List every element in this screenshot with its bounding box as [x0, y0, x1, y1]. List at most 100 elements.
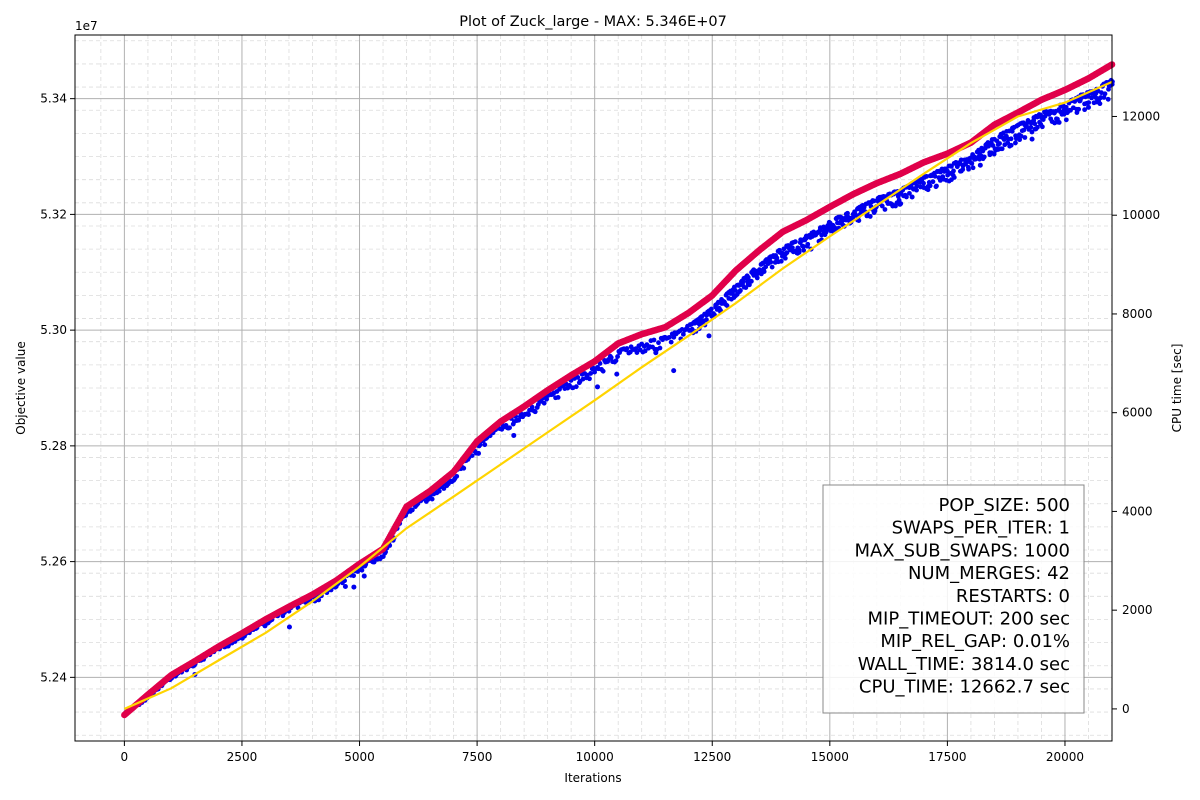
population-point: [898, 201, 904, 207]
y2-tick-label: 2000: [1122, 603, 1153, 617]
y2-tick-label: 0: [1122, 702, 1130, 716]
population-outlier: [262, 623, 268, 629]
population-point: [615, 354, 620, 359]
y2-tick-label: 12000: [1122, 109, 1160, 123]
population-point: [927, 183, 933, 189]
population-point: [760, 261, 765, 266]
legend-entry: RESTARTS: 0: [956, 586, 1070, 607]
population-outlier: [706, 333, 712, 339]
legend-entry: NUM_MERGES: 42: [908, 563, 1070, 584]
x-axis-label: Iterations: [564, 771, 621, 785]
population-outlier: [614, 371, 620, 377]
y-tick-label: 5.30: [40, 323, 67, 337]
population-point: [789, 245, 795, 251]
population-point: [1097, 101, 1103, 107]
population-point: [732, 288, 738, 293]
population-point: [914, 183, 920, 189]
population-point: [1076, 106, 1082, 112]
population-point: [1101, 95, 1107, 100]
population-point: [1056, 120, 1062, 125]
population-point: [608, 355, 614, 360]
population-point: [737, 289, 742, 294]
population-point: [784, 250, 790, 256]
population-point: [904, 194, 909, 200]
population-point: [708, 306, 714, 312]
population-point: [1008, 136, 1014, 142]
population-point: [454, 473, 460, 479]
population-point: [588, 371, 594, 376]
y2-tick-label: 8000: [1122, 307, 1153, 321]
population-point: [804, 243, 810, 249]
population-point: [651, 337, 657, 343]
population-outlier: [909, 194, 915, 200]
population-point: [769, 264, 775, 270]
population-point: [921, 180, 926, 186]
population-point: [1013, 140, 1018, 146]
population-outlier: [476, 450, 482, 456]
population-point: [529, 404, 535, 410]
population-point: [544, 396, 550, 402]
population-point: [757, 267, 762, 273]
population-point: [801, 244, 806, 249]
population-point: [1102, 91, 1108, 97]
population-point: [782, 255, 788, 261]
population-outlier: [511, 432, 517, 438]
population-point: [951, 168, 956, 174]
y-tick-label: 5.32: [40, 207, 67, 221]
population-point: [1008, 142, 1014, 148]
population-point: [930, 179, 936, 185]
population-point: [1035, 124, 1040, 130]
legend-entry: MIP_TIMEOUT: 200 sec: [868, 609, 1070, 630]
y2-tick-label: 10000: [1122, 208, 1160, 222]
population-point: [1093, 95, 1099, 101]
population-point: [409, 507, 415, 513]
population-point: [657, 345, 663, 351]
best-series: [121, 61, 1116, 719]
population-point: [924, 173, 929, 179]
population-point: [351, 573, 357, 579]
y-axis-label: Objective value: [14, 341, 28, 435]
population-point: [768, 259, 774, 265]
ticks: 0 2500 5000 7500 10000 12500 15000 17500 200005.…: [40, 92, 1160, 764]
population-point: [997, 141, 1002, 146]
y-offset-label: 1e7: [75, 19, 98, 33]
y-tick-label: 5.26: [40, 555, 67, 569]
y2-tick-label: 4000: [1122, 504, 1153, 518]
legend-entry: MAX_SUB_SWAPS: 1000: [854, 540, 1070, 561]
y2-tick-label: 6000: [1122, 406, 1153, 420]
population-point: [436, 488, 442, 494]
population-point: [461, 465, 467, 471]
population-outlier: [351, 584, 357, 590]
population-point: [970, 165, 976, 171]
y2-axis-label: CPU time [sec]: [1170, 344, 1184, 433]
population-point: [441, 486, 447, 491]
population-point: [986, 143, 991, 149]
population-outlier: [739, 278, 745, 284]
population-point: [801, 247, 807, 253]
legend-entry: POP_SIZE: 500: [939, 495, 1070, 516]
population-point: [613, 358, 619, 364]
population-point: [541, 400, 547, 406]
population-outlier: [594, 384, 600, 390]
population-point: [823, 229, 829, 235]
population-point: [668, 339, 674, 345]
population-point: [575, 375, 581, 380]
x-tick-label: 7500: [462, 750, 493, 764]
x-tick-label: 5000: [344, 750, 375, 764]
population-point: [778, 258, 784, 264]
legend-entry: SWAPS_PER_ITER: 1: [892, 518, 1070, 539]
x-tick-label: 2500: [227, 750, 258, 764]
population-outlier: [977, 162, 983, 168]
population-point: [1063, 117, 1069, 123]
population-point: [1082, 107, 1088, 113]
population-point: [991, 151, 997, 157]
population-point: [573, 384, 579, 390]
chart-title: Plot of Zuck_large - MAX: 5.346E+07: [459, 14, 727, 30]
population-point: [592, 369, 598, 375]
population-point: [429, 496, 435, 502]
population-point: [680, 331, 686, 337]
population-outlier: [342, 583, 348, 589]
y-tick-label: 5.24: [40, 670, 67, 684]
